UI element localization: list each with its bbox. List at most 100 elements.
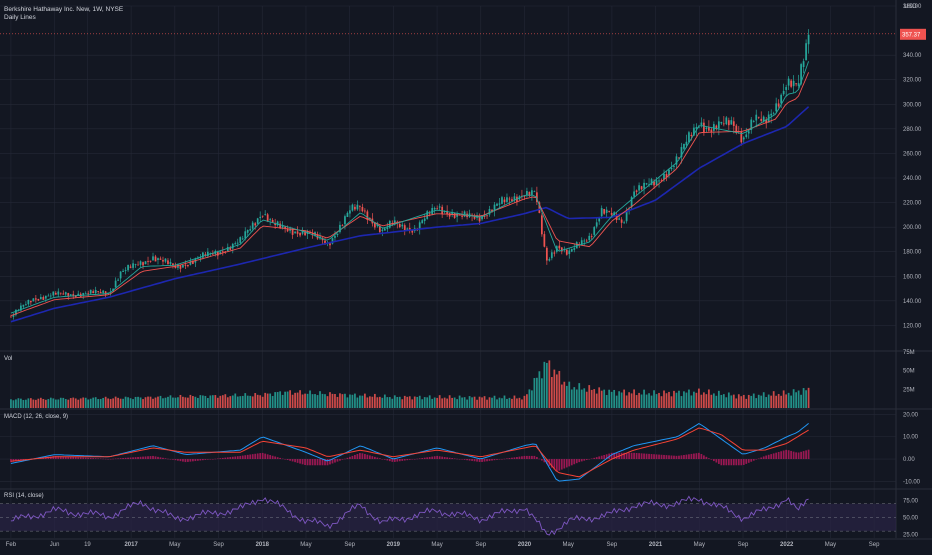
- price-candle-body: [57, 291, 60, 295]
- volume-bar: [648, 393, 650, 408]
- y-tick-label: 300.00: [903, 102, 922, 108]
- price-candle-body: [67, 293, 70, 297]
- macd-histogram-bar: [64, 456, 67, 460]
- price-candle-body: [127, 264, 129, 271]
- x-tick-label: Sep: [344, 542, 355, 548]
- macd-histogram-bar: [137, 456, 139, 460]
- volume-bar: [722, 394, 725, 408]
- volume-bar: [523, 395, 526, 408]
- macd-histogram-bar: [378, 458, 381, 460]
- macd-histogram-bar: [221, 457, 224, 460]
- price-candle-body: [336, 233, 339, 236]
- macd-histogram-bar: [732, 459, 735, 466]
- ema-fast-line: [10, 61, 810, 314]
- macd-histogram-bar: [433, 456, 436, 460]
- price-candle-body: [236, 242, 239, 244]
- volume-bar: [296, 392, 299, 408]
- macd-histogram-bar: [388, 459, 391, 462]
- volume-bar: [174, 397, 177, 408]
- macd-histogram-bar: [67, 456, 70, 460]
- macd-histogram-bar: [760, 457, 763, 460]
- volume-bar: [807, 387, 810, 408]
- price-candle-body: [536, 192, 538, 202]
- price-candle-body: [37, 298, 40, 301]
- volume-bar: [29, 398, 32, 408]
- price-candle-body: [446, 210, 449, 215]
- macd-histogram-bar: [197, 459, 199, 461]
- price-candle-body: [401, 224, 404, 227]
- rsi-panel[interactable]: [0, 495, 896, 536]
- volume-panel[interactable]: [10, 360, 810, 408]
- y-tick-label: 10.00: [903, 435, 919, 441]
- price-candle-body: [266, 214, 269, 222]
- macd-histogram-bar: [478, 459, 481, 462]
- price-candle-body: [762, 116, 765, 122]
- price-candle-body: [548, 259, 551, 261]
- macd-histogram-bar: [52, 456, 55, 460]
- macd-histogram-bar: [511, 457, 513, 460]
- macd-histogram-bar: [513, 457, 516, 460]
- price-candle-body: [732, 121, 735, 126]
- volume-bar: [650, 395, 653, 408]
- macd-histogram-bar: [458, 459, 461, 460]
- macd-histogram-bar: [695, 453, 698, 460]
- volume-bar: [172, 397, 174, 408]
- volume-bar: [271, 396, 274, 408]
- macd-histogram-bar: [670, 455, 673, 460]
- ma-slow-line: [10, 106, 810, 323]
- price-panel[interactable]: 357.37: [0, 28, 926, 323]
- macd-histogram-bar: [518, 456, 521, 460]
- volume-bar: [376, 397, 379, 408]
- macd-histogram-bar: [244, 455, 247, 460]
- price-candle-body: [147, 261, 149, 262]
- macd-histogram-bar: [254, 453, 257, 460]
- volume-bar: [436, 397, 439, 408]
- volume-bar: [583, 388, 586, 408]
- volume-bar: [730, 395, 733, 408]
- macd-histogram-bar: [226, 457, 229, 460]
- volume-bar: [785, 394, 788, 408]
- macd-histogram-bar: [750, 459, 753, 462]
- macd-histogram-bar: [503, 458, 506, 460]
- macd-histogram-bar: [625, 452, 628, 460]
- macd-panel[interactable]: [10, 423, 810, 482]
- price-candle-body: [573, 248, 576, 250]
- volume-bar: [391, 398, 394, 408]
- y-tick-label: 320.00: [903, 78, 922, 84]
- price-candle-body: [301, 230, 304, 234]
- macd-histogram-bar: [461, 459, 463, 460]
- macd-histogram-bar: [209, 459, 212, 460]
- price-candle-body: [456, 213, 458, 217]
- price-candle-body: [256, 218, 259, 224]
- volume-bar: [289, 390, 291, 408]
- volume-bar: [513, 395, 516, 408]
- macd-histogram-bar: [107, 458, 110, 460]
- macd-histogram-bar: [792, 451, 795, 460]
- macd-histogram-bar: [351, 455, 354, 460]
- macd-histogram-bar: [590, 458, 593, 460]
- macd-histogram-bar: [797, 452, 800, 460]
- macd-histogram-bar: [236, 456, 239, 460]
- volume-bar: [52, 398, 55, 408]
- volume-bar: [299, 390, 301, 408]
- y-tick-label: 0.00: [903, 457, 915, 463]
- macd-histogram-bar: [94, 458, 97, 460]
- volume-bar: [194, 396, 197, 408]
- macd-histogram-bar: [426, 457, 429, 460]
- macd-histogram-bar: [678, 455, 680, 460]
- volume-bar: [488, 397, 491, 408]
- macd-histogram-bar: [339, 459, 341, 461]
- price-candle-body: [493, 204, 496, 211]
- y-tick-label: 20.00: [903, 412, 919, 418]
- price-candle-body: [201, 252, 204, 258]
- volume-bar: [149, 396, 152, 408]
- volume-bar: [344, 393, 346, 408]
- price-candle-body: [533, 191, 536, 193]
- macd-histogram-bar: [486, 459, 488, 462]
- volume-bar: [356, 397, 359, 408]
- macd-histogram-bar: [528, 455, 531, 460]
- macd-histogram-bar: [805, 450, 807, 460]
- macd-histogram-bar: [331, 459, 334, 464]
- volume-bar: [506, 398, 508, 408]
